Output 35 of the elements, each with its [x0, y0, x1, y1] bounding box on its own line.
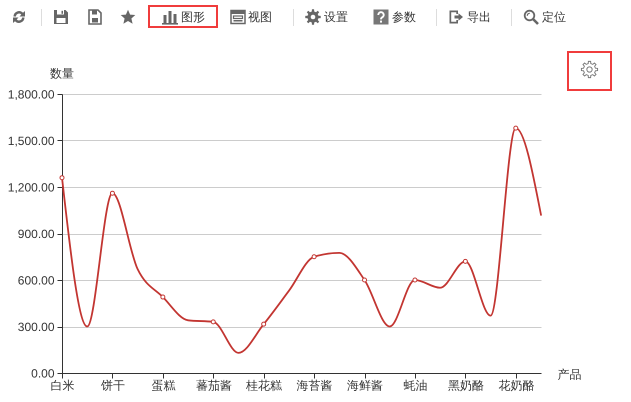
point	[362, 278, 368, 282]
point	[513, 126, 518, 131]
y-tick-label: 600.00	[18, 274, 55, 288]
point	[312, 254, 317, 260]
y-tick-label: 1,200.00	[8, 180, 55, 194]
point	[261, 322, 266, 327]
text: 导出	[467, 9, 491, 25]
point	[210, 319, 216, 324]
y-tick-label: 900.00	[18, 227, 55, 241]
x-tick-label: 海鲜酱	[347, 378, 384, 392]
x-tick-label: 桂花糕	[245, 378, 282, 392]
y-tick-label: 300.00	[18, 320, 55, 334]
text: 视图	[248, 9, 272, 25]
y-tick-label: 1,500.00	[8, 134, 55, 148]
x-tick-label: 海苔酱	[296, 378, 333, 392]
text: 图形	[181, 9, 205, 25]
x-tick-label: 白米	[50, 378, 74, 392]
point	[60, 175, 64, 180]
point	[462, 258, 468, 264]
point	[412, 278, 418, 282]
x-axis-title: 产品	[558, 368, 582, 382]
text: 定位	[542, 9, 566, 25]
point	[110, 190, 115, 196]
x-tick-label: 花奶酪	[498, 378, 534, 392]
y-tick-label: 0.00	[31, 366, 55, 380]
x-tick-label: 黑奶酪	[448, 378, 484, 392]
x-tick-label: 蕃茄酱	[196, 378, 232, 392]
text: 设置	[324, 9, 348, 25]
text: 参数	[392, 9, 416, 25]
x-tick-label: 饼干	[100, 378, 125, 392]
y-tick-label: 1,800.00	[8, 88, 55, 102]
x-tick-label: 蛋糕	[151, 378, 176, 392]
y-axis-title: 数量	[50, 66, 74, 80]
x-tick-label: 蚝油	[403, 378, 428, 392]
point	[160, 294, 166, 300]
